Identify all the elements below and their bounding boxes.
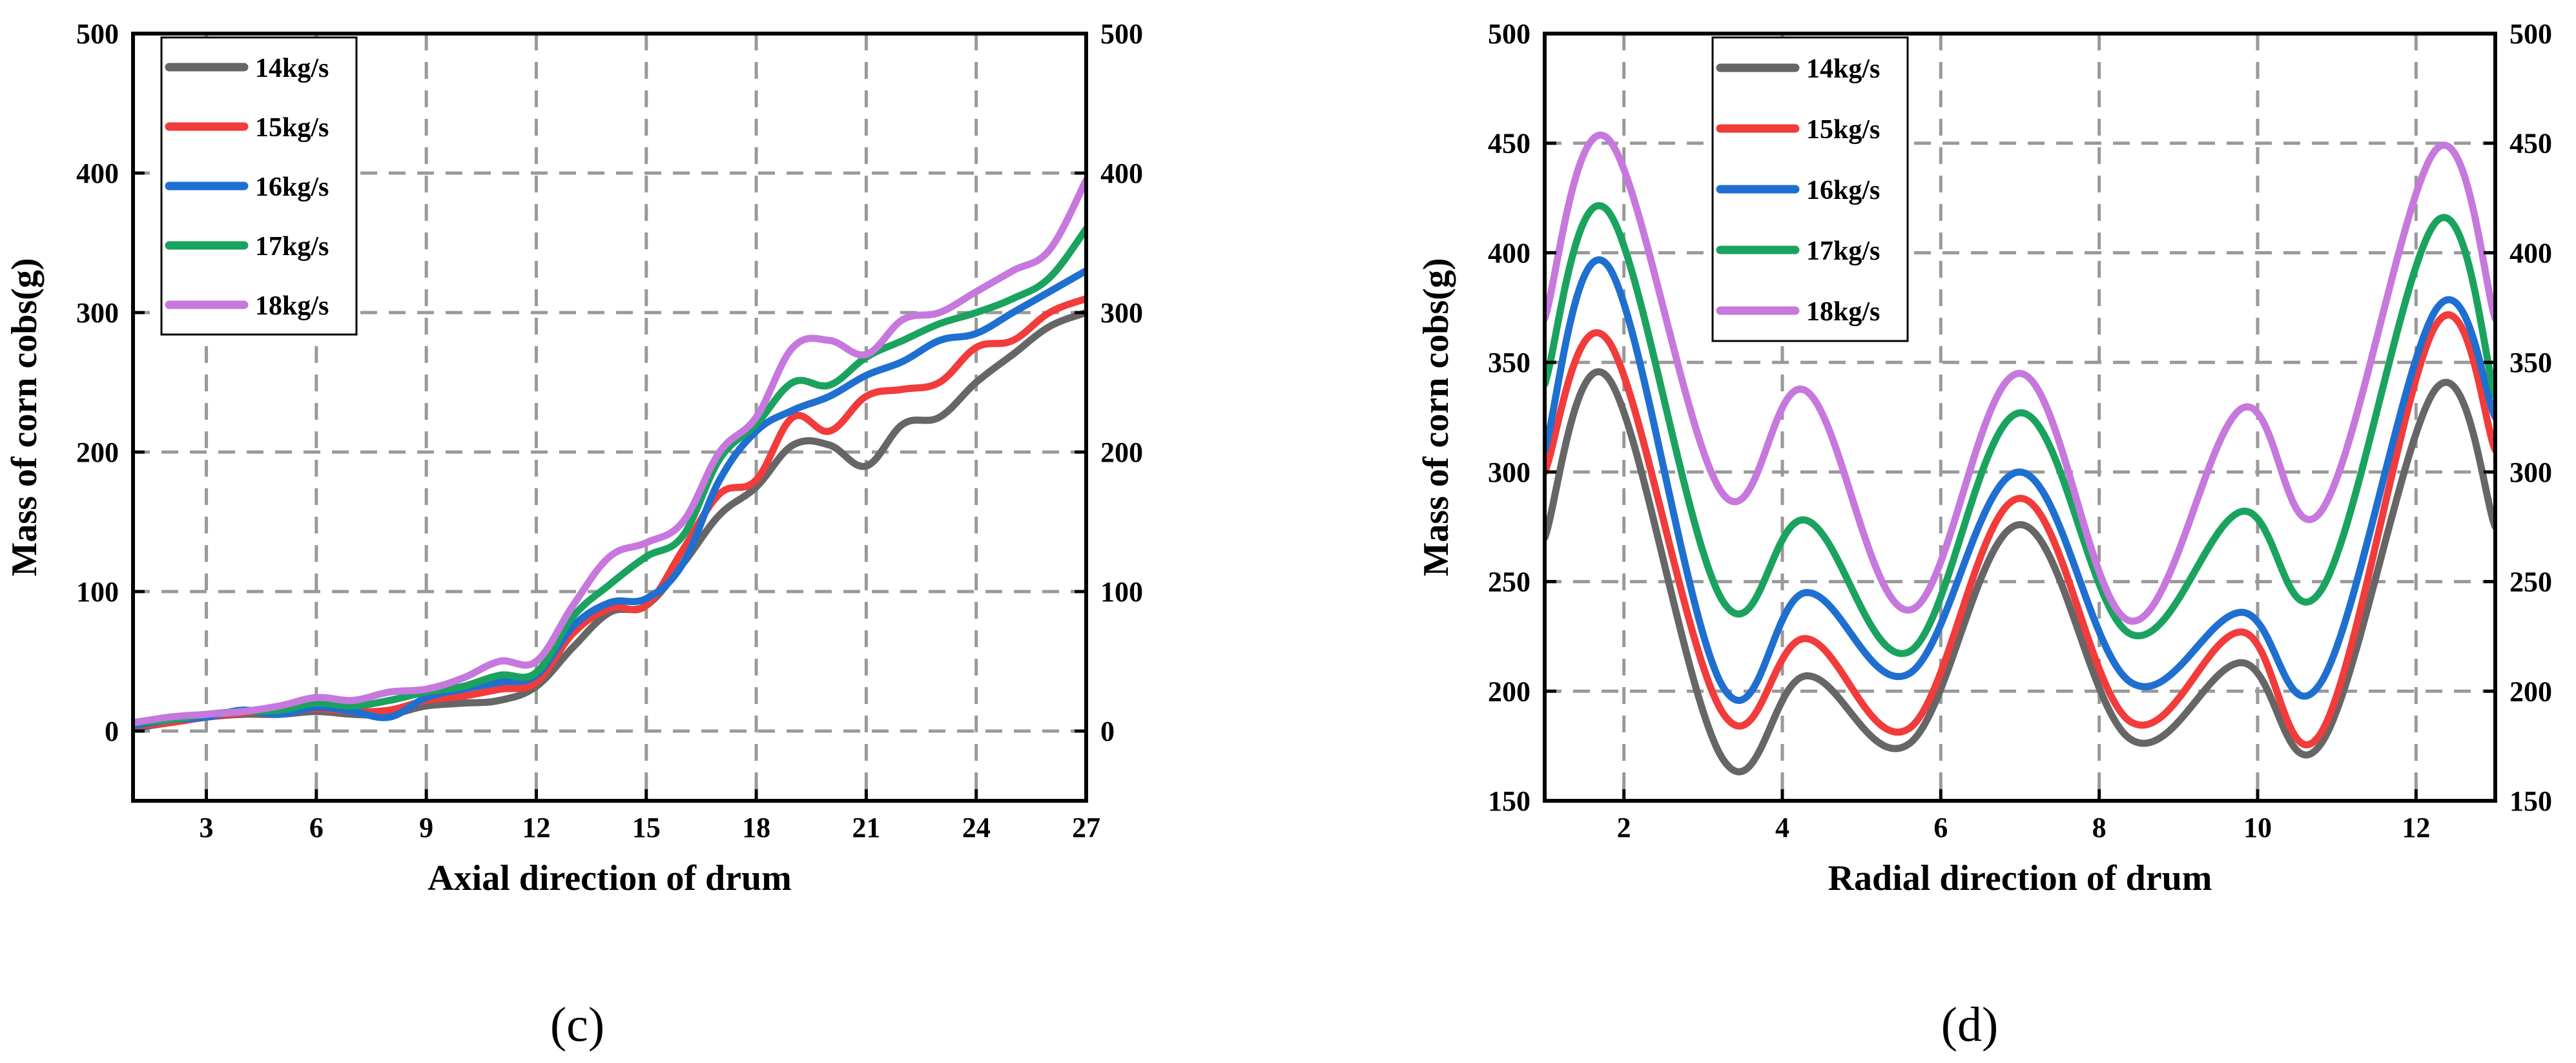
y-tick-label: 500 bbox=[76, 18, 119, 50]
legend-label: 17kg/s bbox=[255, 232, 329, 262]
legend-label: 17kg/s bbox=[1806, 236, 1880, 266]
right-y-tick-label: 350 bbox=[2509, 347, 2552, 378]
series-line-15kg/s bbox=[133, 294, 1086, 729]
y-tick-label: 300 bbox=[1488, 457, 1530, 488]
series-line-16kg/s bbox=[1545, 256, 2495, 704]
x-tick-label: 10 bbox=[2243, 812, 2272, 843]
y-tick-label: 500 bbox=[1488, 18, 1530, 50]
x-tick-label: 24 bbox=[962, 812, 991, 843]
axes-frame bbox=[1543, 32, 2497, 803]
series-line-14kg/s bbox=[1545, 368, 2495, 776]
panel-label: (c) bbox=[550, 998, 604, 1052]
series-group bbox=[1545, 131, 2495, 776]
series-line-16kg/s bbox=[133, 267, 1086, 729]
right-y-tick-label: 0 bbox=[1100, 716, 1115, 747]
y-tick-label: 100 bbox=[76, 576, 119, 608]
x-tick-label: 2 bbox=[1617, 812, 1631, 843]
right-y-tick-label: 100 bbox=[1100, 576, 1143, 608]
right-y-tick-label: 150 bbox=[2509, 785, 2552, 817]
y-tick-label: 150 bbox=[1488, 785, 1530, 817]
y-tick-label: 200 bbox=[76, 437, 119, 468]
series-line-14kg/s bbox=[133, 309, 1086, 732]
y-tick-label: 250 bbox=[1488, 566, 1530, 598]
series-line-18kg/s bbox=[133, 176, 1086, 727]
legend-label: 16kg/s bbox=[1806, 176, 1880, 205]
x-tick-label: 6 bbox=[309, 812, 324, 843]
legend-label: 14kg/s bbox=[255, 54, 329, 83]
x-tick-label: 27 bbox=[1072, 812, 1100, 843]
legend: 14kg/s 15kg/s 16kg/s 17kg/s 18kg/s bbox=[1711, 36, 1909, 342]
x-tick-label: 9 bbox=[419, 812, 433, 843]
right-y-tick-label: 250 bbox=[2509, 566, 2552, 598]
x-tick-label: 18 bbox=[742, 812, 770, 843]
y-tick-label: 300 bbox=[76, 297, 119, 329]
right-y-tick-label: 200 bbox=[1100, 437, 1143, 468]
x-tick-label: 12 bbox=[2402, 812, 2430, 843]
y-tick-label: 0 bbox=[105, 716, 119, 747]
y-tick-label: 450 bbox=[1488, 128, 1530, 160]
series-line-15kg/s bbox=[1545, 311, 2495, 748]
legend-label: 15kg/s bbox=[1806, 115, 1880, 145]
series-line-17kg/s bbox=[1545, 202, 2495, 657]
legend: 14kg/s 15kg/s 16kg/s 17kg/s 18kg/s bbox=[160, 36, 358, 336]
x-tick-label: 4 bbox=[1775, 812, 1789, 843]
axes-frame bbox=[131, 32, 1088, 803]
y-axis-title: Mass of corn cobs(g) bbox=[1416, 258, 1456, 576]
y-tick-label: 200 bbox=[1488, 676, 1530, 707]
x-tick-label: 3 bbox=[200, 812, 214, 843]
right-y-tick-label: 300 bbox=[2509, 457, 2552, 488]
series-line-17kg/s bbox=[133, 225, 1086, 727]
legend-label: 18kg/s bbox=[1806, 297, 1880, 327]
x-axis-title: Axial direction of drum bbox=[428, 858, 792, 898]
legend-label: 18kg/s bbox=[255, 291, 329, 321]
y-tick-label: 400 bbox=[1488, 237, 1530, 269]
x-tick-label: 15 bbox=[632, 812, 661, 843]
x-tick-label: 12 bbox=[522, 812, 550, 843]
x-tick-label: 8 bbox=[2092, 812, 2107, 843]
x-tick-label: 21 bbox=[852, 812, 880, 843]
series-group bbox=[133, 176, 1086, 732]
legend-label: 16kg/s bbox=[255, 172, 329, 202]
right-y-tick-label: 400 bbox=[2509, 237, 2552, 269]
y-axis-title: Mass of corn cobs(g) bbox=[5, 258, 45, 576]
panel-label: (d) bbox=[1941, 998, 1999, 1052]
y-tick-label: 400 bbox=[76, 158, 119, 189]
right-y-tick-label: 450 bbox=[2509, 128, 2552, 160]
legend-label: 15kg/s bbox=[255, 113, 329, 143]
y-tick-label: 350 bbox=[1488, 347, 1530, 378]
right-y-tick-label: 200 bbox=[2509, 676, 2552, 707]
right-y-tick-label: 500 bbox=[1100, 18, 1143, 50]
series-line-18kg/s bbox=[1545, 131, 2495, 625]
x-axis-title: Radial direction of drum bbox=[1828, 858, 2212, 898]
x-tick-label: 6 bbox=[1933, 812, 1948, 843]
right-y-tick-label: 500 bbox=[2509, 18, 2552, 50]
legend-label: 14kg/s bbox=[1806, 54, 1880, 84]
right-y-tick-label: 400 bbox=[1100, 158, 1143, 189]
panel-d: 2 4 6 8 10 12 150 200 250 300 350 400 450 500 150 200 25… bbox=[1416, 18, 2552, 1052]
right-y-tick-label: 300 bbox=[1100, 297, 1143, 329]
panel-c: 3 6 9 12 15 18 21 24 27 0 100 200 300 400 500 0 100 200 30… bbox=[5, 18, 1143, 1052]
